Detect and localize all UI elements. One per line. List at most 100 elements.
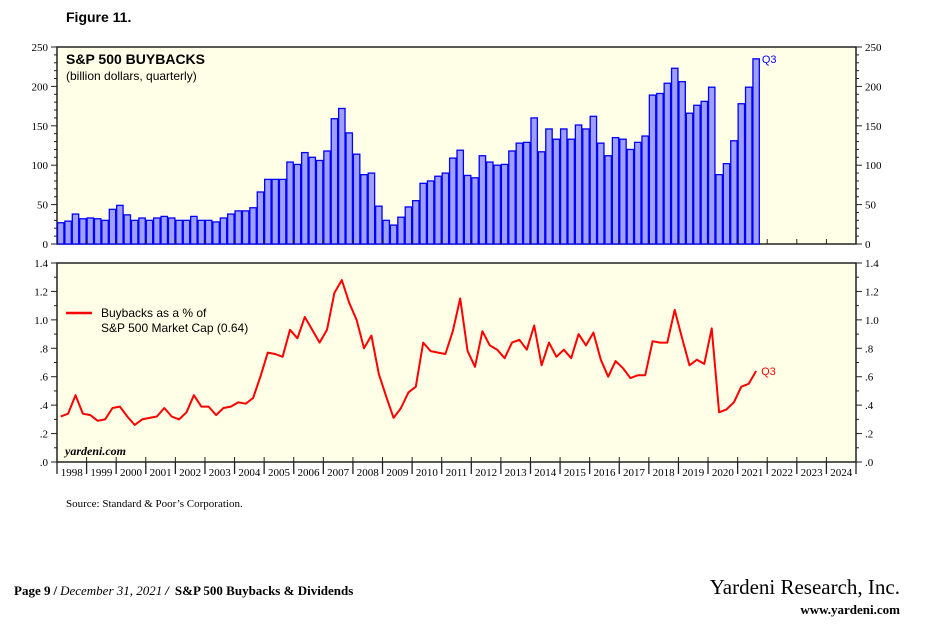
bar — [108, 208, 117, 245]
bar — [419, 182, 428, 245]
bar — [552, 138, 561, 245]
bar — [293, 163, 302, 245]
y-tick-label-right: .0 — [865, 457, 874, 469]
bar — [478, 155, 487, 245]
x-tick-label: 2004 — [238, 467, 261, 479]
bar — [123, 214, 132, 245]
bar — [567, 138, 576, 245]
bar — [308, 156, 317, 245]
bar — [426, 180, 435, 245]
bar — [212, 221, 220, 245]
bar — [315, 159, 324, 245]
y-tick-label-left: 1.0 — [34, 315, 48, 327]
x-tick-label: 2002 — [179, 467, 201, 479]
line-end-label: Q3 — [761, 366, 776, 378]
y-tick-label-right: 1.2 — [865, 286, 879, 298]
x-tick-label: 2007 — [327, 467, 350, 479]
bar — [485, 161, 494, 245]
bar — [234, 210, 243, 245]
y-tick-label-left: .6 — [40, 372, 49, 384]
bar — [515, 142, 524, 245]
figure-label: Figure 11. — [66, 9, 131, 25]
x-tick-label: 2000 — [120, 467, 143, 479]
bar — [596, 142, 605, 245]
bar — [249, 207, 257, 245]
bar — [167, 217, 176, 245]
bar — [278, 178, 287, 245]
bar — [197, 219, 206, 245]
x-tick-label: 2001 — [150, 467, 172, 479]
bar — [367, 172, 376, 245]
y-tick-label-right: 150 — [865, 121, 882, 133]
bar — [182, 219, 191, 245]
y-tick-label-right: 1.0 — [865, 315, 879, 327]
bar — [382, 219, 391, 245]
bar — [241, 210, 250, 245]
y-tick-label-left: 0 — [43, 239, 49, 251]
bar — [360, 174, 368, 245]
bar — [352, 153, 361, 245]
y-tick-label-left: 150 — [32, 121, 49, 133]
bar — [190, 215, 198, 245]
y-tick-label-left: 100 — [32, 160, 49, 172]
company-name: Yardeni Research, Inc. — [710, 575, 900, 599]
y-tick-label-left: 50 — [37, 200, 49, 212]
bar — [160, 215, 169, 245]
sep-2: / — [164, 583, 170, 598]
bar — [434, 175, 442, 245]
x-tick-label: 2024 — [830, 467, 853, 479]
watermark: yardeni.com — [63, 444, 126, 458]
bar — [500, 163, 509, 245]
bar — [263, 178, 272, 245]
bar — [693, 104, 701, 245]
footer-date: December 31, 2021 — [59, 583, 162, 598]
bar — [582, 128, 590, 245]
y-tick-label-right: 0 — [865, 239, 871, 251]
bar — [256, 191, 265, 245]
bar — [656, 92, 664, 245]
bar — [715, 174, 723, 245]
page-number: Page 9 — [14, 583, 51, 598]
x-tick-label: 2017 — [623, 467, 646, 479]
bar — [71, 213, 80, 245]
bar — [752, 58, 760, 245]
bar — [641, 135, 650, 245]
bar — [537, 151, 546, 245]
bar — [722, 162, 731, 245]
y-tick-label-right: 50 — [865, 200, 877, 212]
bar — [737, 103, 746, 245]
bar — [79, 218, 87, 245]
chart-title: S&P 500 BUYBACKS — [66, 51, 205, 67]
sep-1: / — [52, 583, 57, 598]
x-tick-label: 1999 — [90, 467, 113, 479]
x-tick-label: 2005 — [268, 467, 291, 479]
bar — [138, 217, 146, 245]
y-tick-label-left: .2 — [40, 429, 48, 441]
bar — [404, 206, 413, 245]
bar — [508, 150, 516, 245]
bar — [707, 86, 716, 245]
x-tick-label: 2023 — [801, 467, 824, 479]
bar — [64, 220, 72, 245]
bar — [441, 172, 450, 245]
bar — [86, 217, 95, 245]
bar — [670, 67, 679, 245]
y-tick-label-right: .2 — [865, 429, 873, 441]
company-website[interactable]: www.yardeni.com — [800, 602, 900, 617]
bar — [153, 217, 161, 245]
x-tick-label: 2015 — [564, 467, 587, 479]
x-axis: 1998 1999 2000 2001 2002 2003 2004 2005 2006 2007… — [56, 239, 857, 479]
bar — [145, 219, 154, 245]
bar — [471, 177, 479, 245]
legend-line-2: S&P 500 Market Cap (0.64) — [101, 321, 248, 335]
x-tick-label: 2012 — [475, 467, 497, 479]
bar — [130, 219, 139, 245]
bar — [522, 141, 531, 245]
bar — [271, 178, 280, 245]
bar — [663, 82, 672, 245]
y-tick-label-left: 1.4 — [34, 258, 48, 270]
x-tick-label: 2009 — [386, 467, 409, 479]
y-tick-label-right: 100 — [865, 160, 882, 172]
bar — [493, 164, 502, 245]
